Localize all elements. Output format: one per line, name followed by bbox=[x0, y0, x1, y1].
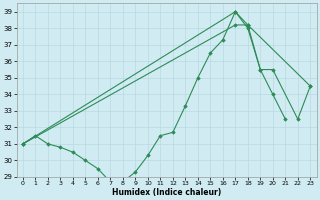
X-axis label: Humidex (Indice chaleur): Humidex (Indice chaleur) bbox=[112, 188, 221, 197]
